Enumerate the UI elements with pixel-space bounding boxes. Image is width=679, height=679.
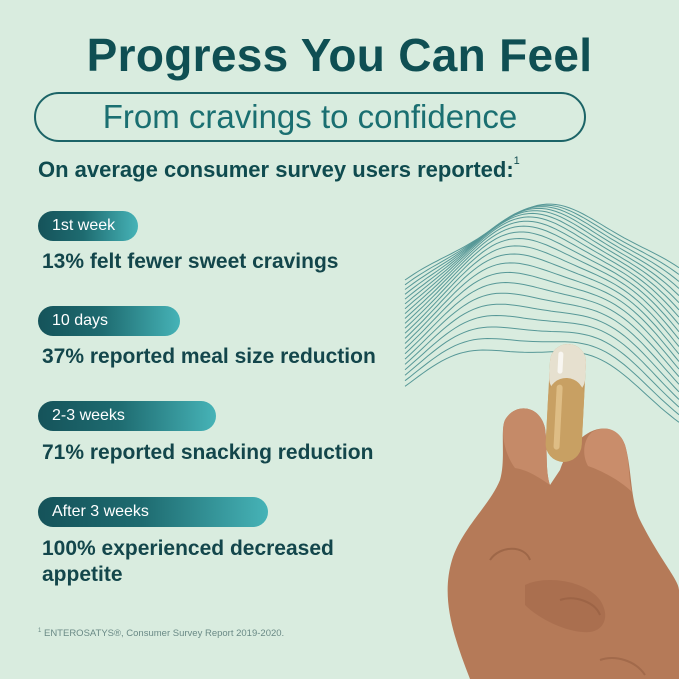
wave-line	[404, 281, 679, 378]
milestone-badge-3: 2-3 weeks	[38, 401, 216, 431]
capsule-icon	[545, 344, 586, 462]
milestone-badge-4: After 3 weeks	[38, 497, 268, 527]
page-title: Progress You Can Feel	[86, 29, 593, 81]
milestone-result-2: 37% reported meal size reduction	[42, 345, 376, 368]
footnote-ref: 1	[513, 155, 520, 167]
wave-line	[404, 220, 679, 318]
milestone-badge-2: 10 days	[38, 306, 180, 336]
wave-line	[404, 225, 679, 325]
wave-line	[404, 262, 679, 362]
wave-line	[404, 237, 679, 340]
wave-line	[404, 245, 679, 347]
wave-line	[404, 231, 679, 333]
milestone-result-4: 100% experienced decreased appetite	[42, 537, 334, 586]
hand-illustration	[447, 408, 679, 679]
intro-text: On average consumer survey users reporte…	[38, 155, 520, 182]
milestone-badge-1: 1st week	[38, 211, 138, 241]
wave-line	[404, 204, 679, 286]
subtitle-pill: From cravings to confidence	[34, 92, 586, 142]
wave-line	[404, 292, 679, 385]
wave-line	[404, 314, 679, 400]
wave-line	[404, 203, 679, 281]
wave-line	[404, 337, 679, 416]
milestone-result-1: 13% felt fewer sweet cravings	[42, 250, 339, 273]
wave-line	[404, 349, 679, 423]
footnote: 1 ENTEROSATYS®, Consumer Survey Report 2…	[38, 628, 285, 639]
wave-line	[404, 210, 679, 300]
wave-line	[404, 216, 679, 311]
wave-lines-decoration	[404, 203, 679, 423]
wave-line	[404, 253, 679, 355]
wave-line	[404, 303, 679, 393]
milestone-result-3: 71% reported snacking reduction	[42, 441, 374, 464]
wave-line	[404, 206, 679, 290]
wave-line	[404, 326, 679, 408]
subtitle-text: From cravings to confidence	[102, 98, 518, 135]
wave-line	[404, 207, 679, 295]
wave-line	[404, 212, 679, 305]
wave-line	[404, 271, 679, 370]
